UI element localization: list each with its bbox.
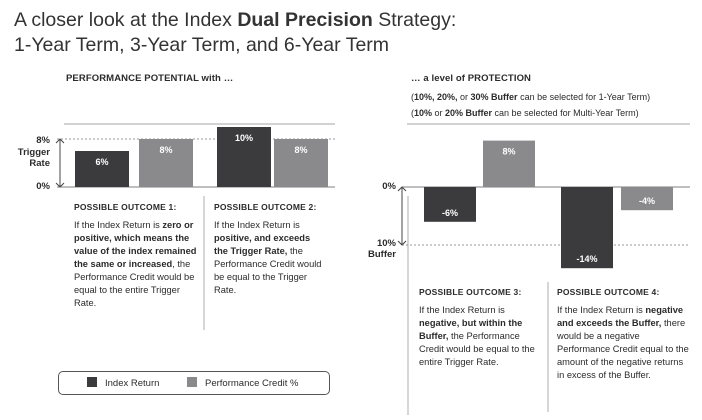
page-title: A closer look at the Index Dual Precisio…	[14, 8, 456, 58]
chart-legend: Index Return Performance Credit %	[58, 371, 330, 395]
bar-index-return-outcome-3	[424, 187, 476, 222]
bar-value-label: -6%	[442, 208, 458, 218]
bar-index-return-outcome-2	[217, 127, 271, 187]
bar-value-label: 8%	[502, 147, 515, 157]
outcome-text-run: positive, and exceeds the Trigger Rate,	[214, 233, 311, 256]
outcome-text-run: If the Index Return is	[419, 305, 505, 315]
buffer-note-1: (10%, 20%, or 30% Buffer can be selected…	[411, 92, 651, 102]
bar-value-label: 6%	[95, 157, 108, 167]
bar-index-return-outcome-4	[561, 187, 613, 269]
buffer-label: Buffer	[368, 249, 396, 260]
square-swatch-dark-icon	[87, 377, 97, 387]
bar-value-label: -4%	[639, 196, 655, 206]
outcome-4-body: If the Index Return is negative and exce…	[557, 304, 689, 382]
trigger-rate-label-2: Rate	[29, 158, 50, 169]
legend-item-performance-credit: Performance Credit %	[187, 377, 298, 390]
bar-value-label: 8%	[159, 145, 172, 155]
outcome-1-heading: POSSIBLE OUTCOME 1:	[74, 202, 177, 212]
outcome-1-body: If the Index Return is zero or positive,…	[74, 219, 202, 310]
outcome-text-run: If the Index Return is	[557, 305, 646, 315]
outcome-text-run: the Performance Credit would be equal to…	[419, 331, 535, 367]
trigger-rate-value: 8%	[36, 135, 50, 146]
square-swatch-gray-icon	[187, 377, 197, 387]
bar-performance-credit-outcome-4	[621, 187, 673, 211]
outcome-3-heading: POSSIBLE OUTCOME 3:	[419, 287, 522, 297]
outcome-3-text: POSSIBLE OUTCOME 3: If the Index Return …	[419, 286, 545, 369]
outcome-text-run: , the Performance Credit would be equal …	[74, 259, 195, 308]
left-axis-arrow-up	[55, 138, 65, 144]
title-line-1: A closer look at the Index Dual Precisio…	[14, 8, 456, 33]
bar-performance-credit-outcome-1	[139, 139, 193, 187]
title-strategy-name: Dual Precision	[237, 9, 373, 31]
outcome-4-heading: POSSIBLE OUTCOME 4:	[557, 287, 660, 297]
bar-performance-credit-outcome-3	[483, 140, 535, 187]
bar-index-return-outcome-1	[75, 151, 129, 187]
outcome-text-run: If the Index Return is	[74, 220, 163, 230]
buffer-note-2: (10% or 20% Buffer can be selected for M…	[411, 108, 639, 118]
trigger-rate-label-1: Trigger	[17, 147, 50, 158]
outcome-text-run: there would be a negative Performance Cr…	[557, 318, 689, 380]
legend-item-index-return: Index Return	[87, 377, 159, 390]
title-suffix: Strategy:	[372, 9, 457, 31]
bars-group: 6% 8% 10% 8% -6% 8% -14% -4%	[75, 127, 673, 269]
outcome-3-body: If the Index Return is negative, but wit…	[419, 304, 545, 369]
left-zero-label: 0%	[36, 181, 50, 192]
outcome-text-run: negative and exceeds the Buffer,	[557, 305, 684, 328]
right-zero-label: 0%	[382, 181, 396, 192]
bar-value-label: 10%	[235, 133, 253, 143]
outcome-1-text: POSSIBLE OUTCOME 1: If the Index Return …	[74, 201, 202, 310]
outcome-2-body: If the Index Return is positive, and exc…	[214, 219, 326, 297]
buffer-value: 10%	[376, 238, 396, 249]
performance-heading: PERFORMANCE POTENTIAL with …	[66, 73, 234, 84]
outcome-2-heading: POSSIBLE OUTCOME 2:	[214, 202, 317, 212]
bar-value-label: 8%	[294, 145, 307, 155]
outcome-text-run: negative, but within the Buffer,	[419, 318, 523, 341]
outcome-text-run: If the Index Return is	[214, 220, 300, 230]
title-prefix: A closer look at the Index	[14, 9, 238, 31]
protection-heading: … a level of PROTECTION	[411, 73, 532, 84]
bar-performance-credit-outcome-2	[274, 139, 328, 187]
outcome-4-text: POSSIBLE OUTCOME 4: If the Index Return …	[557, 286, 689, 382]
outcome-2-text: POSSIBLE OUTCOME 2: If the Index Return …	[214, 201, 326, 297]
title-line-2: 1-Year Term, 3-Year Term, and 6-Year Ter…	[14, 34, 390, 56]
bar-value-label: -14%	[576, 254, 597, 264]
outcome-text-run: zero or positive, which means the value …	[74, 220, 197, 269]
outcome-text-run: the Performance Credit would be equal to…	[214, 246, 322, 295]
